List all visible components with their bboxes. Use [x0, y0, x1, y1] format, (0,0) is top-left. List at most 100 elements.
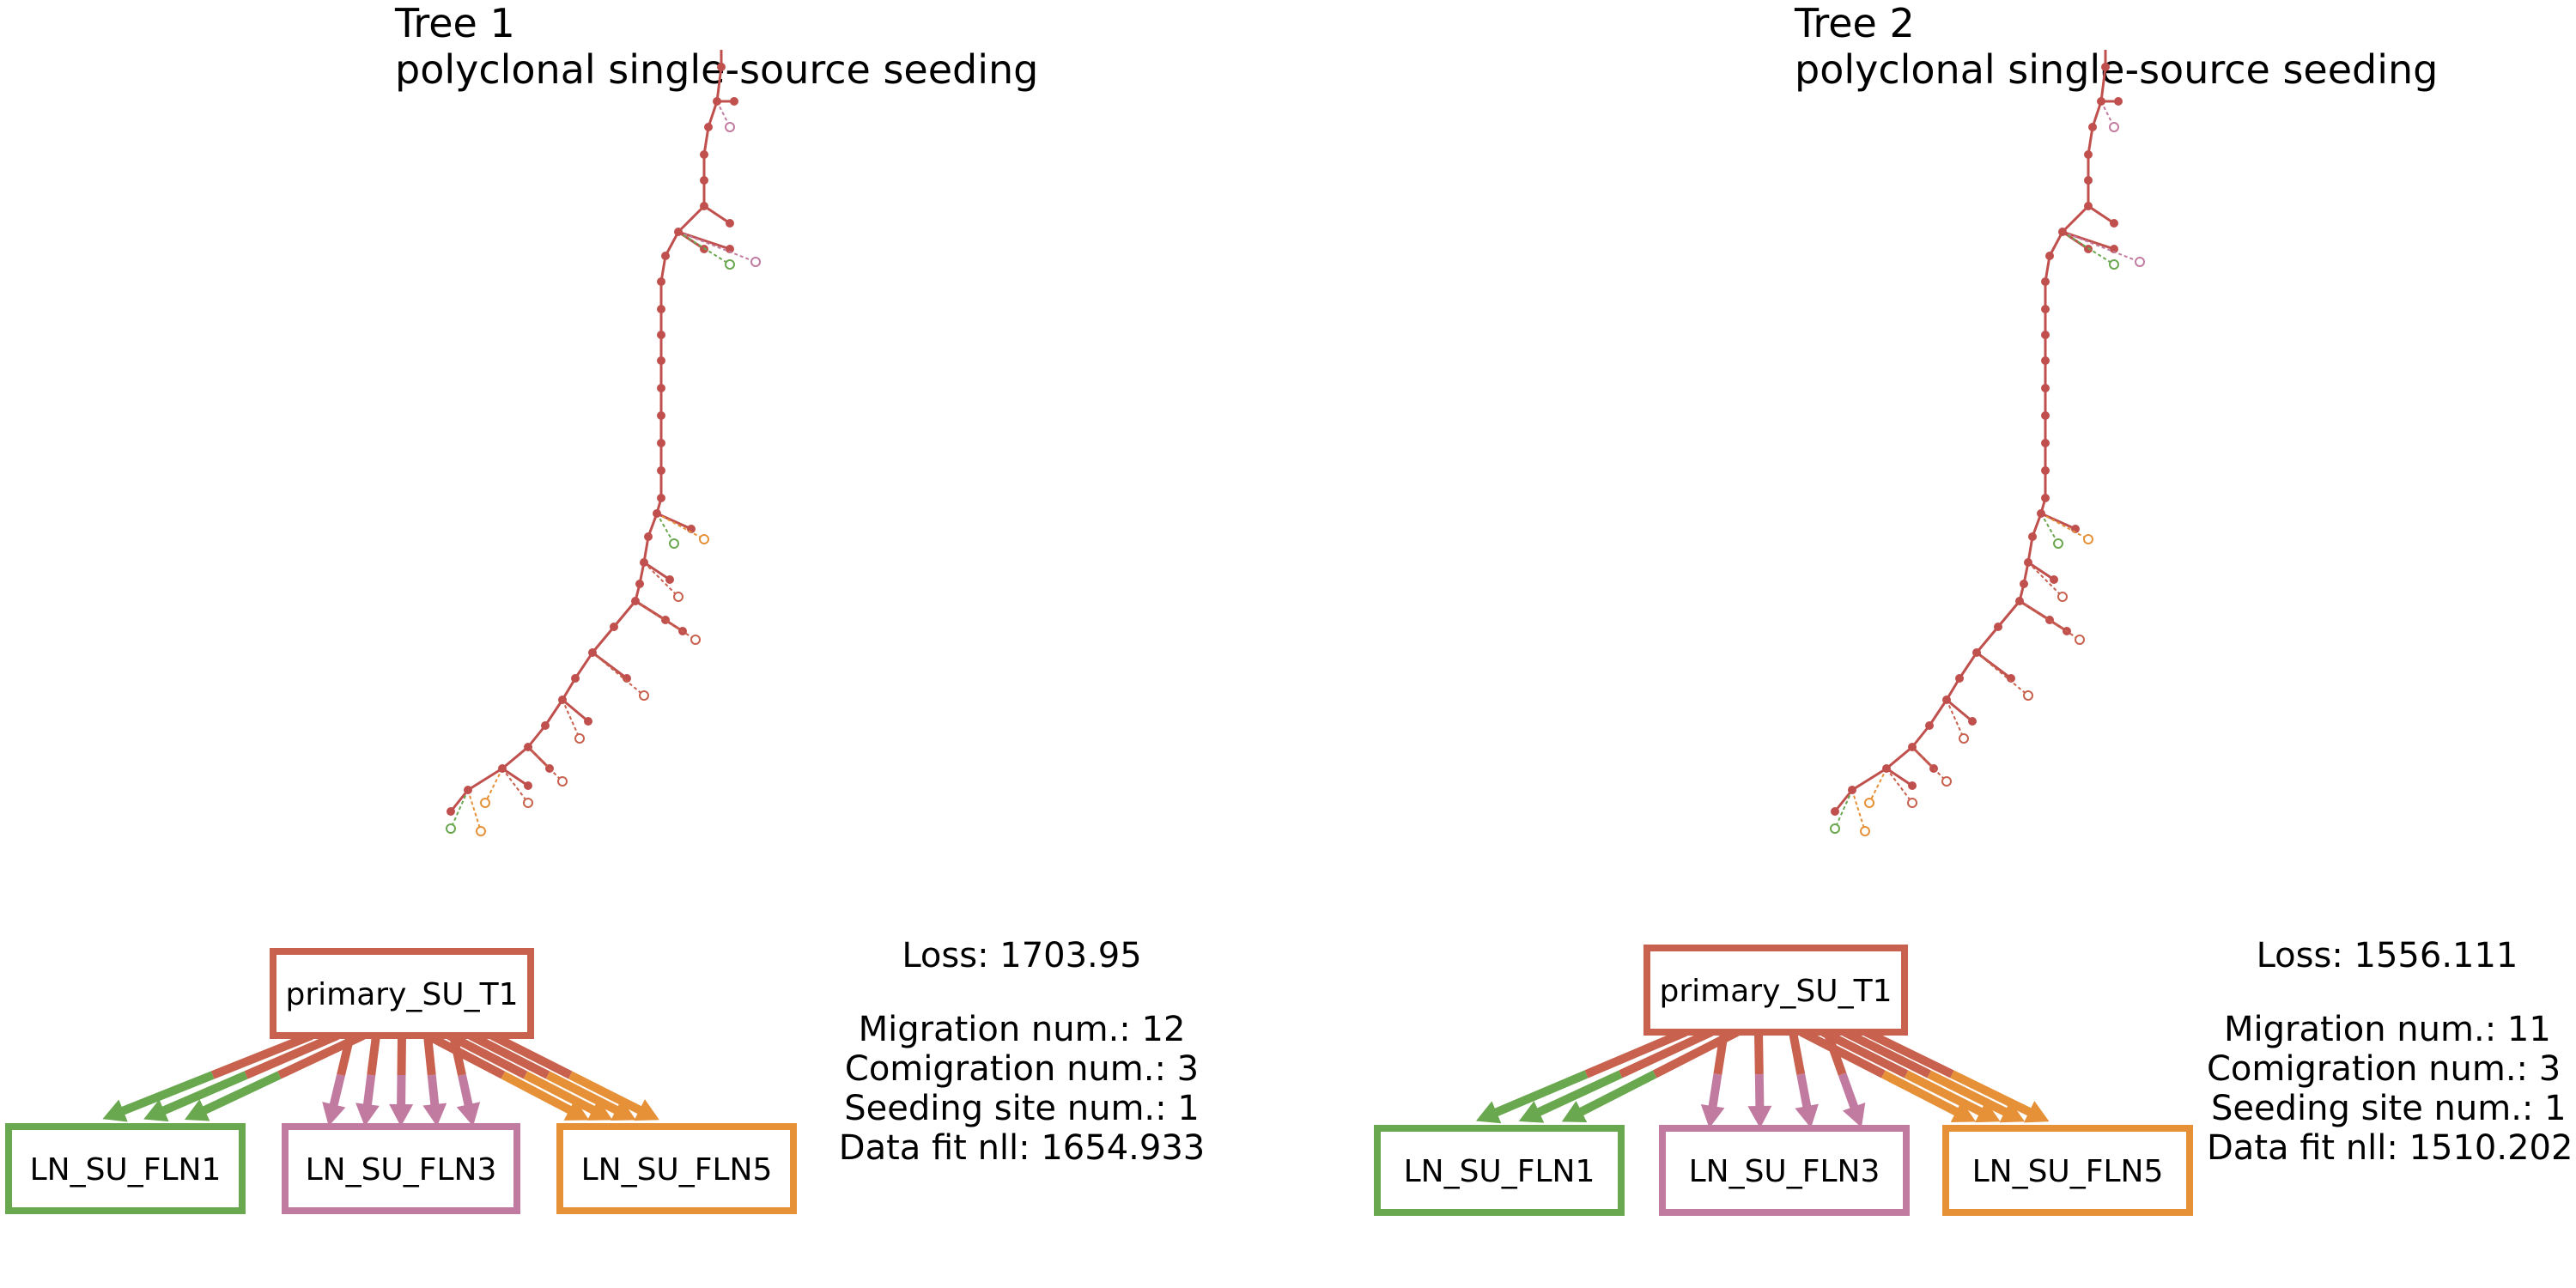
- migration-edge-shaft: [397, 1035, 406, 1076]
- source-box: [1643, 945, 1908, 1036]
- migration-edge: [389, 1035, 414, 1127]
- migration-edge-shaft: [367, 1035, 380, 1076]
- target-box-ln3: [282, 1123, 520, 1214]
- migration-edge-shaft: [244, 1031, 339, 1079]
- tree-edge: [2087, 126, 2094, 155]
- migration-edge: [1747, 1031, 1772, 1128]
- target-box-ln3: [1659, 1125, 1910, 1216]
- migration-edge-shaft: [1619, 1028, 1714, 1078]
- tree-edge: [2091, 100, 2103, 128]
- tree-leaf-node: [725, 259, 735, 270]
- tree-title: Tree 2: [1795, 0, 1915, 46]
- migration-edge-shaft: [1528, 1070, 1623, 1121]
- tree-node: [700, 150, 708, 159]
- target-label-ln3: LN_SU_FLN3: [306, 1152, 497, 1188]
- tree-edge: [1975, 626, 2000, 653]
- migration-arrowhead: [1795, 1103, 1819, 1128]
- migration-num: Migration num.: 12: [858, 1010, 1186, 1049]
- tree-edge: [1833, 789, 1854, 812]
- migration-edge: [1518, 1028, 1714, 1123]
- tree-node: [657, 277, 665, 286]
- tree-node: [558, 696, 567, 704]
- tree-leaf-edge: [527, 746, 563, 782]
- migration-edge: [355, 1035, 380, 1127]
- tree-node: [644, 532, 653, 541]
- migration-edge: [468, 1031, 636, 1121]
- tree-node: [657, 305, 665, 313]
- tree-leaf-node: [2053, 538, 2063, 549]
- migration-arrowhead: [1518, 1101, 1545, 1123]
- tree-leaf-node: [699, 534, 709, 544]
- migration-edge: [1700, 1031, 1728, 1128]
- tree-node: [2045, 252, 2054, 260]
- tree-leaf-node: [1864, 798, 1874, 808]
- tree-edge: [1928, 699, 1948, 726]
- migration-edge: [1820, 1028, 2001, 1123]
- tree-node: [571, 674, 580, 683]
- tree-node: [657, 439, 665, 447]
- tree-edge: [544, 699, 564, 726]
- tree-leaf-edge: [2040, 513, 2089, 540]
- tree-node: [2084, 150, 2093, 159]
- tree-leaf-edge: [467, 789, 482, 832]
- migration-edge-shaft: [425, 1031, 506, 1079]
- tree-leaf-edge: [592, 652, 645, 696]
- tree-leaf-node: [2023, 690, 2033, 701]
- tree-stats: Loss: 1556.111 Migration num.: 11 Comigr…: [2207, 936, 2573, 1168]
- tree-edge: [702, 126, 710, 155]
- migration-edge-shaft: [210, 1031, 313, 1079]
- tree-edge: [612, 600, 637, 628]
- tree-node: [1925, 721, 1934, 730]
- tree-node: [2058, 228, 2067, 236]
- tree-node: [541, 721, 550, 730]
- clone-tree: [1830, 50, 2145, 836]
- source-label: primary_SU_T1: [1660, 974, 1893, 1009]
- tree-node: [2041, 494, 2050, 502]
- migration-arrowhead: [184, 1099, 210, 1121]
- tree-node: [2020, 580, 2028, 588]
- tree-node: [524, 743, 532, 751]
- tree-node: [2024, 558, 2032, 567]
- tree-leaf-edge: [450, 789, 469, 829]
- migration-edge-shaft: [501, 1071, 581, 1119]
- tree-leaf-edge: [2100, 100, 2115, 128]
- tree-title-block: Tree 2 polyclonal single-source seeding: [1795, 0, 2438, 93]
- tree-leaf-node: [669, 538, 679, 549]
- tree-edge: [2027, 561, 2055, 581]
- migration-arrowhead: [634, 1099, 659, 1121]
- migration-arrowhead: [1950, 1101, 1977, 1122]
- migration-edge-shaft: [193, 1071, 282, 1119]
- loss-value: Loss: 1556.111: [2256, 936, 2518, 975]
- tree-panel-1: Tree 1 polyclonal single-source seeding …: [5, 0, 1205, 1214]
- loss-value: Loss: 1703.95: [902, 936, 1142, 975]
- migration-edge: [102, 1031, 313, 1122]
- migration-edge-shaft: [1881, 1070, 1968, 1121]
- tree-node: [2037, 509, 2045, 518]
- tree-leaf-node: [690, 635, 701, 645]
- tree-edge: [1886, 745, 1913, 770]
- tree-edge: [703, 204, 731, 225]
- migration-arrowhead: [143, 1099, 169, 1122]
- migration-edge-shaft: [447, 1031, 528, 1079]
- source-box: [270, 948, 534, 1039]
- target-label-ln5: LN_SU_FLN5: [581, 1152, 773, 1188]
- tree-node: [653, 509, 661, 518]
- tree-leaf-edge: [677, 231, 756, 263]
- tree-node: [2101, 63, 2110, 71]
- migration-edge-shaft: [468, 1031, 550, 1079]
- migration-edge-shaft: [1820, 1028, 1909, 1078]
- tree-edge: [2087, 204, 2115, 225]
- phylogeny-tree: primary_SU_T1 LN_SU_FLN1 LN_SU_FLN3 LN_SU_F…: [1374, 50, 2193, 1216]
- tree-leaf-edge: [716, 100, 731, 128]
- migration-edge: [322, 1034, 355, 1127]
- target-label-ln5: LN_SU_FLN5: [1972, 1154, 2164, 1189]
- tree-leaf-node: [2109, 259, 2119, 270]
- migration-edge: [425, 1031, 590, 1121]
- migration-arrowhead: [611, 1099, 636, 1121]
- tree-title: Tree 1: [395, 0, 515, 46]
- tree-node: [1942, 696, 1951, 704]
- migration-arrowhead: [1842, 1102, 1866, 1128]
- comigration-num: Comigration num.: 3: [2207, 1049, 2561, 1089]
- tree-node: [2084, 202, 2093, 210]
- target-box-ln5: [556, 1123, 797, 1214]
